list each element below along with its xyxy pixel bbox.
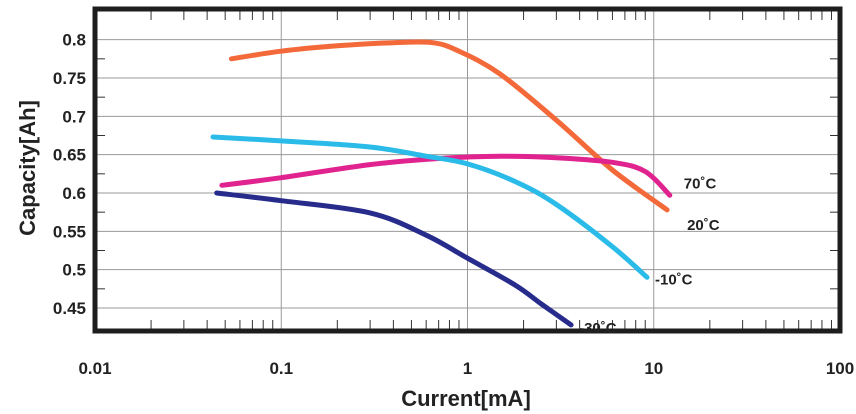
series-label-3: -30˚C (579, 320, 617, 337)
y-tick-label: 0.45 (53, 299, 86, 318)
y-tick-label: 0.55 (53, 222, 86, 241)
series-line-1 (219, 153, 673, 198)
x-tick-label: 10 (644, 359, 663, 378)
plot-frame (92, 6, 843, 334)
y-axis-label: Capacity[Ah] (15, 100, 40, 236)
x-tick-label: 0.1 (269, 359, 293, 378)
y-tick-label: 0.5 (62, 261, 86, 280)
series-lines (210, 39, 673, 328)
y-tick-label: 0.7 (62, 107, 86, 126)
grid-lines (95, 9, 840, 331)
x-tick-label: 0.01 (78, 359, 111, 378)
series-line-3 (214, 190, 574, 328)
y-tick-label: 0.75 (53, 69, 86, 88)
x-tick-labels: 0.01 0.1 1 10 100 (78, 359, 854, 378)
series-line-2 (210, 134, 650, 280)
series-label-0: 20˚C (687, 217, 720, 234)
x-tick-label: 100 (826, 359, 854, 378)
y-tick-labels: 0.45 0.5 0.55 0.6 0.65 0.7 0.75 0.8 (53, 31, 86, 318)
series-label-2: -10˚C (655, 271, 693, 288)
y-tick-label: 0.8 (62, 31, 86, 50)
series-labels: 20˚C 70˚C -10˚C -30˚C (579, 175, 720, 337)
minor-ticks (97, 11, 838, 329)
series-label-1: 70˚C (684, 175, 717, 192)
x-tick-label: 1 (463, 359, 472, 378)
y-tick-label: 0.6 (62, 184, 86, 203)
y-tick-label: 0.65 (53, 146, 86, 165)
x-axis-label: Current[mA] (401, 386, 531, 411)
series-line-0 (228, 39, 670, 213)
